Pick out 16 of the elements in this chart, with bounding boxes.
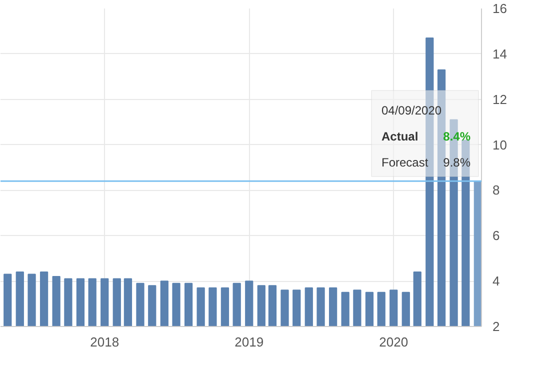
y-tick-label: 4 [492,274,500,289]
y-tick-label: 10 [492,137,507,152]
x-tick-label: 2018 [90,334,120,350]
y-tick-label: 14 [492,46,507,62]
annotation: 9.8% [443,156,471,170]
annotation: 8.4% [443,130,471,144]
y-tick-label: 8 [492,182,500,198]
annotation: 04/09/2020 [382,104,442,118]
y-tick-label: 16 [492,1,507,16]
x-tick-label: 2020 [379,334,408,350]
annotation: Actual [382,130,418,144]
y-tick-label: 6 [492,228,500,244]
y-tick-label: 2 [492,319,500,334]
y-tick-label: 12 [492,92,507,107]
x-tick-label: 2019 [234,334,264,350]
annotation: Forecast [382,156,429,170]
